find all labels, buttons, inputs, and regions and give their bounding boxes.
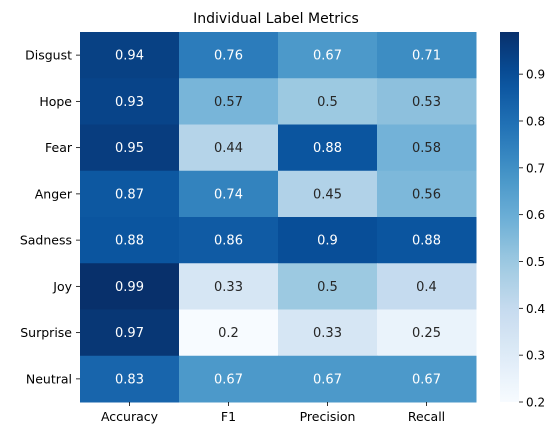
colorbar-tick-label: 0.4 bbox=[526, 302, 545, 316]
heatmap-cell-joy-accuracy bbox=[80, 263, 180, 310]
colorbar-tick-label: 0.7 bbox=[526, 161, 545, 175]
heatmap-cell-hope-f1 bbox=[179, 78, 279, 125]
row-label-joy: Joy bbox=[52, 279, 72, 294]
heatmap-cell-anger-accuracy bbox=[80, 170, 180, 218]
heatmap-cell-joy-precision bbox=[278, 263, 378, 310]
colorbar bbox=[500, 32, 519, 402]
cell-value-label: 0.2 bbox=[218, 326, 239, 341]
cell-value-label: 0.99 bbox=[115, 280, 144, 295]
cell-value-label: 0.25 bbox=[412, 326, 441, 341]
cell-value-label: 0.76 bbox=[214, 49, 243, 64]
heatmap-cell-anger-f1 bbox=[179, 170, 279, 218]
heatmap-cell-hope-precision bbox=[278, 78, 378, 125]
cell-value-label: 0.56 bbox=[412, 187, 441, 202]
heatmap-cell-sadness-recall bbox=[377, 217, 477, 264]
cell-value-label: 0.67 bbox=[214, 372, 243, 387]
heatmap-cell-disgust-f1 bbox=[179, 32, 279, 79]
heatmap-cell-joy-recall bbox=[377, 263, 477, 310]
cell-value-label: 0.33 bbox=[313, 326, 342, 341]
cell-value-label: 0.9 bbox=[317, 234, 338, 249]
cell-value-label: 0.71 bbox=[412, 49, 441, 64]
cell-value-label: 0.5 bbox=[317, 95, 338, 110]
row-label-disgust: Disgust bbox=[25, 48, 72, 63]
heatmap-cell-anger-recall bbox=[377, 170, 477, 218]
row-label-anger: Anger bbox=[35, 186, 73, 201]
heatmap-cell-surprise-accuracy bbox=[80, 309, 180, 357]
cell-value-label: 0.88 bbox=[313, 141, 342, 156]
row-label-neutral: Neutral bbox=[26, 371, 72, 386]
cell-value-label: 0.67 bbox=[412, 372, 441, 387]
cell-value-label: 0.67 bbox=[313, 372, 342, 387]
row-label-hope: Hope bbox=[39, 94, 72, 109]
colorbar-tick-label: 0.8 bbox=[526, 114, 545, 128]
heatmap-cell-hope-recall bbox=[377, 78, 477, 125]
heatmap-cell-fear-accuracy bbox=[80, 124, 180, 172]
colorbar-tick-label: 0.6 bbox=[526, 208, 545, 222]
cell-value-label: 0.53 bbox=[412, 95, 441, 110]
heatmap-cell-fear-recall bbox=[377, 124, 477, 172]
column-label-f1: F1 bbox=[221, 409, 236, 424]
cell-value-label: 0.88 bbox=[115, 234, 144, 249]
column-label-accuracy: Accuracy bbox=[101, 409, 159, 424]
cell-value-label: 0.95 bbox=[115, 141, 144, 156]
heatmap-cell-hope-accuracy bbox=[80, 78, 180, 125]
heatmap-cell-sadness-f1 bbox=[179, 217, 279, 264]
cell-value-label: 0.94 bbox=[115, 49, 144, 64]
colorbar-tick-label: 0.2 bbox=[526, 396, 545, 410]
cell-value-label: 0.57 bbox=[214, 95, 243, 110]
cell-value-label: 0.88 bbox=[412, 234, 441, 249]
cell-value-label: 0.5 bbox=[317, 280, 338, 295]
heatmap-cell-surprise-precision bbox=[278, 309, 378, 357]
cell-value-label: 0.44 bbox=[214, 141, 243, 156]
cell-value-label: 0.83 bbox=[115, 372, 144, 387]
colorbar-tick-label: 0.5 bbox=[526, 255, 545, 269]
heatmap-cell-neutral-precision bbox=[278, 355, 378, 403]
colorbar-ticks: 0.2 0.3 0.4 0.5 0.6 0.7 0.8 0.9 bbox=[519, 68, 545, 410]
column-labels: Accuracy F1 Precision Recall bbox=[101, 402, 445, 424]
row-labels: Disgust Hope Fear Anger Sadness Joy Surprise Ne… bbox=[20, 48, 80, 386]
column-label-recall: Recall bbox=[408, 409, 445, 424]
heatmap-cell-surprise-recall bbox=[377, 309, 477, 357]
heatmap-cell-neutral-accuracy bbox=[80, 355, 180, 403]
row-label-sadness: Sadness bbox=[20, 233, 72, 248]
heatmap-cell-sadness-accuracy bbox=[80, 217, 180, 264]
cell-value-label: 0.58 bbox=[412, 141, 441, 156]
cell-value-label: 0.97 bbox=[115, 326, 144, 341]
heatmap-cell-neutral-f1 bbox=[179, 355, 279, 403]
heatmap-cells: 0.94 0.76 0.67 0.71 0.93 0.57 0.5 0.53 0.95 0.44 0… bbox=[80, 32, 477, 403]
heatmap-cell-anger-precision bbox=[278, 170, 378, 218]
heatmap-cell-disgust-recall bbox=[377, 32, 477, 79]
heatmap-cell-joy-f1 bbox=[179, 263, 279, 310]
column-label-precision: Precision bbox=[300, 409, 356, 424]
cell-value-label: 0.33 bbox=[214, 280, 243, 295]
cell-value-label: 0.74 bbox=[214, 187, 243, 202]
heatmap-cell-disgust-precision bbox=[278, 32, 378, 79]
cell-value-label: 0.93 bbox=[115, 95, 144, 110]
colorbar-tick-label: 0.9 bbox=[526, 68, 545, 82]
chart-title: Individual Label Metrics bbox=[193, 11, 359, 27]
heatmap-cell-fear-precision bbox=[278, 124, 378, 172]
heatmap-cell-sadness-precision bbox=[278, 217, 378, 264]
colorbar-tick-label: 0.3 bbox=[526, 349, 545, 363]
cell-value-label: 0.87 bbox=[115, 187, 144, 202]
cell-value-label: 0.45 bbox=[313, 187, 342, 202]
heatmap-cell-fear-f1 bbox=[179, 124, 279, 172]
row-label-fear: Fear bbox=[45, 140, 73, 155]
cell-value-label: 0.67 bbox=[313, 49, 342, 64]
row-label-surprise: Surprise bbox=[20, 325, 72, 340]
cell-value-label: 0.86 bbox=[214, 234, 243, 249]
cell-value-label: 0.4 bbox=[416, 280, 437, 295]
heatmap-cell-neutral-recall bbox=[377, 355, 477, 403]
heatmap-cell-surprise-f1 bbox=[179, 309, 279, 357]
heatmap-cell-disgust-accuracy bbox=[80, 32, 180, 79]
